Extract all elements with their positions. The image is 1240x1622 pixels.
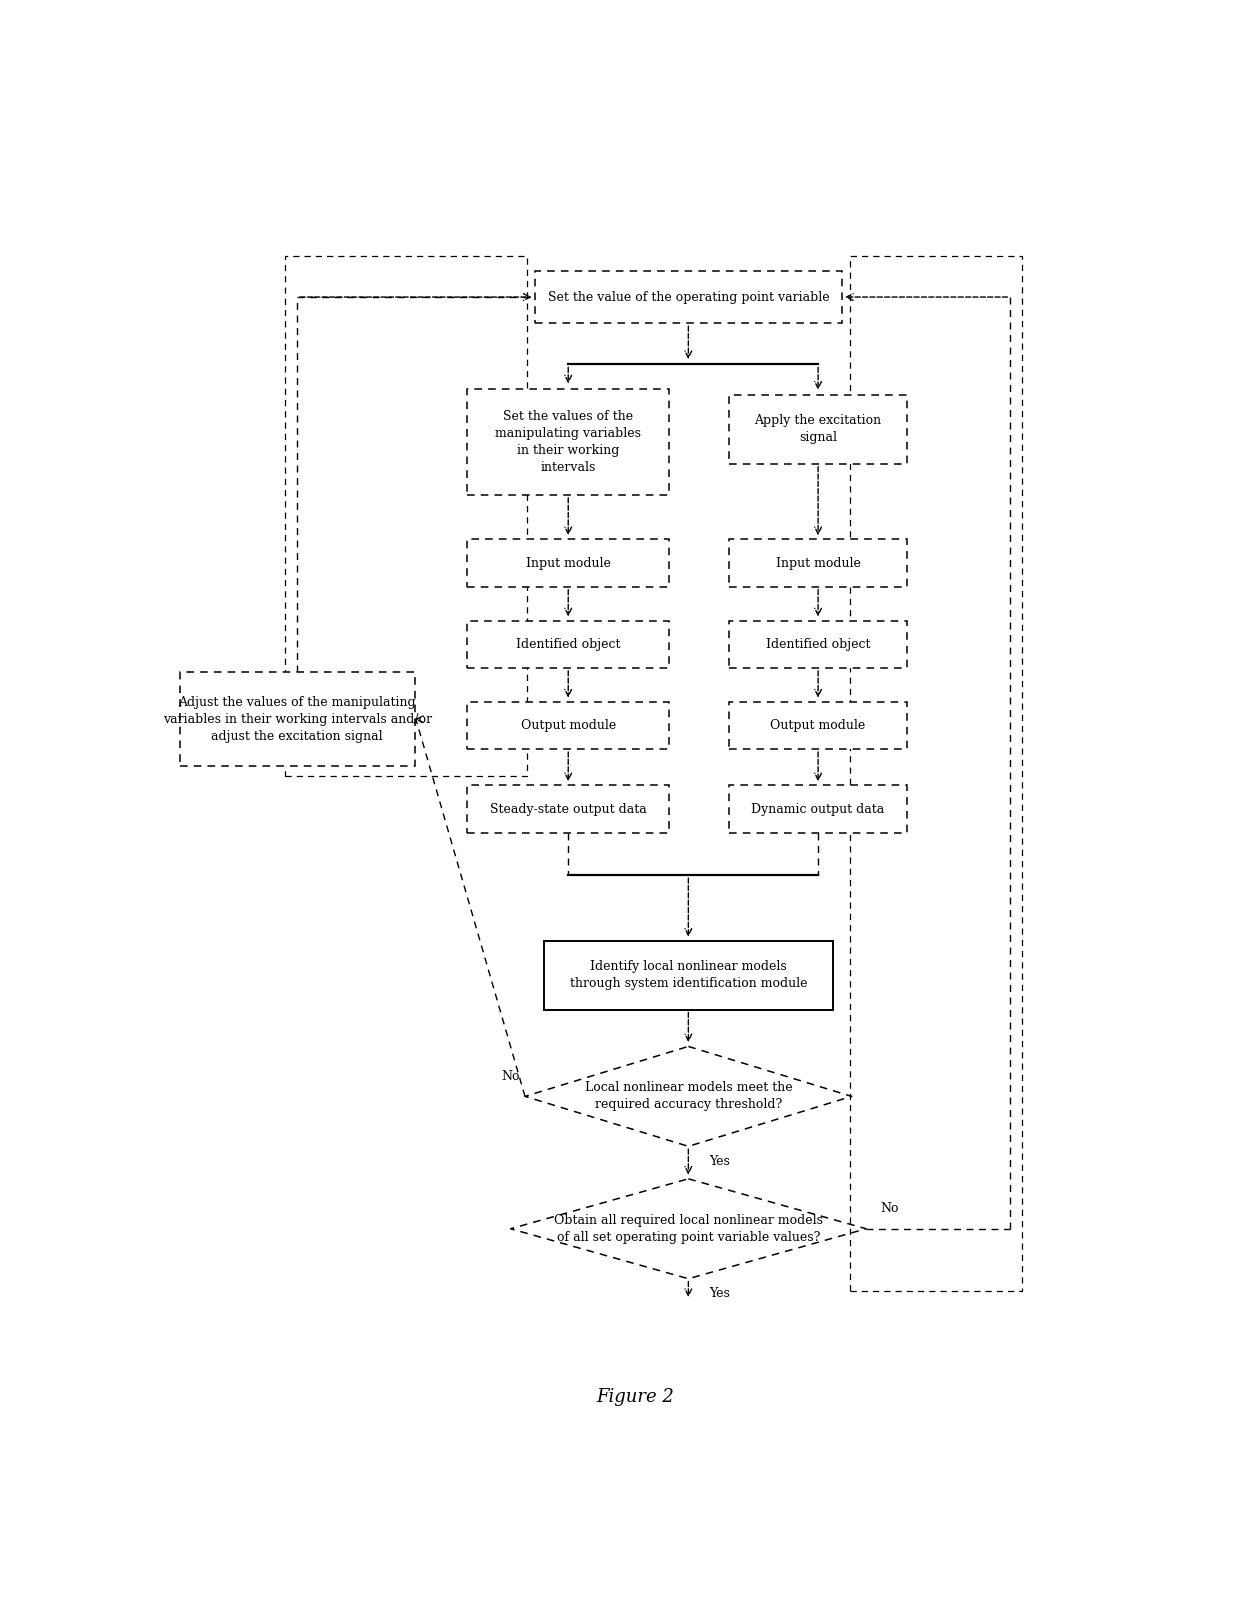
Bar <box>729 785 906 832</box>
Text: Yes: Yes <box>709 1155 730 1168</box>
Bar <box>544 941 832 1009</box>
Bar <box>534 271 842 323</box>
Bar <box>729 621 906 668</box>
Text: Yes: Yes <box>709 1288 730 1301</box>
Text: Obtain all required local nonlinear models
of all set operating point variable v: Obtain all required local nonlinear mode… <box>554 1213 823 1244</box>
Text: No: No <box>880 1202 899 1215</box>
Text: Apply the excitation
signal: Apply the excitation signal <box>754 415 882 444</box>
Text: Identified object: Identified object <box>516 637 620 650</box>
Text: Figure 2: Figure 2 <box>596 1388 675 1406</box>
Text: Dynamic output data: Dynamic output data <box>751 803 884 816</box>
Text: Local nonlinear models meet the
required accuracy threshold?: Local nonlinear models meet the required… <box>584 1082 792 1111</box>
Bar <box>467 702 670 749</box>
Bar <box>467 389 670 495</box>
Text: Adjust the values of the manipulating
variables in their working intervals and/o: Adjust the values of the manipulating va… <box>162 696 432 743</box>
Text: No: No <box>501 1071 520 1083</box>
Bar <box>467 785 670 832</box>
Bar <box>849 256 1022 1291</box>
Text: Input module: Input module <box>526 556 610 569</box>
Text: Identified object: Identified object <box>766 637 870 650</box>
Text: Steady-state output data: Steady-state output data <box>490 803 646 816</box>
Bar <box>180 673 415 766</box>
Bar <box>729 540 906 587</box>
Bar <box>467 540 670 587</box>
Bar <box>729 702 906 749</box>
Text: Output module: Output module <box>521 719 616 732</box>
Text: Set the value of the operating point variable: Set the value of the operating point var… <box>548 290 830 303</box>
Bar <box>729 396 906 464</box>
Text: Output module: Output module <box>770 719 866 732</box>
Text: Identify local nonlinear models
through system identification module: Identify local nonlinear models through … <box>569 960 807 989</box>
Text: Input module: Input module <box>776 556 861 569</box>
Bar <box>467 621 670 668</box>
Bar <box>285 256 527 775</box>
Text: Set the values of the
manipulating variables
in their working
intervals: Set the values of the manipulating varia… <box>495 410 641 474</box>
